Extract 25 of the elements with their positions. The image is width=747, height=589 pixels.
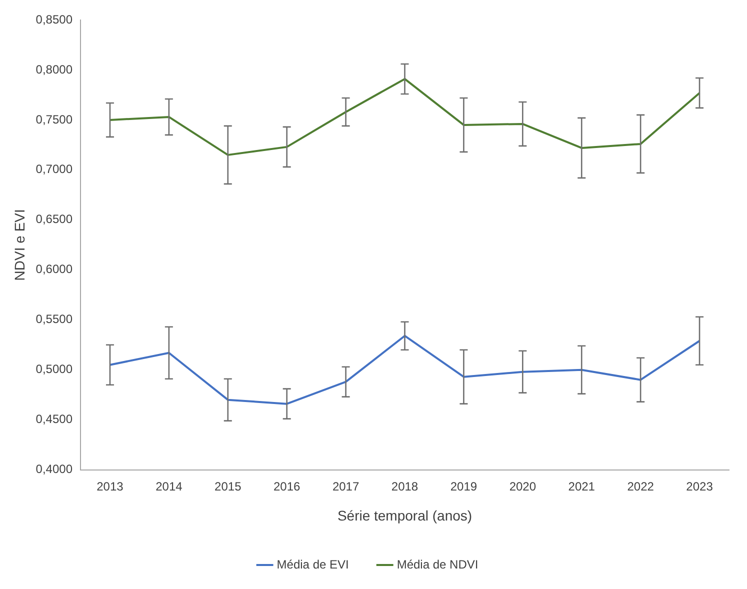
y-tick-label: 0,8000 <box>36 62 73 76</box>
x-tick-label: 2013 <box>96 479 124 494</box>
x-tick-label: 2020 <box>509 479 536 494</box>
x-tick-label: 2018 <box>391 479 418 494</box>
x-tick-label: 2019 <box>450 479 478 494</box>
x-axis-title: Série temporal (anos) <box>337 507 472 524</box>
y-tick-label: 0,5500 <box>36 312 73 326</box>
x-tick-label: 2022 <box>627 479 654 494</box>
y-tick-label: 0,8500 <box>36 12 73 26</box>
legend-label: Média de NDVI <box>396 557 478 572</box>
x-tick-label: 2016 <box>273 479 301 494</box>
y-tick-label: 0,4500 <box>36 412 73 426</box>
x-tick-label: 2017 <box>332 479 360 494</box>
x-tick-label: 2021 <box>568 479 596 494</box>
y-tick-label: 0,4000 <box>36 462 73 476</box>
y-tick-label: 0,6000 <box>36 262 73 276</box>
x-tick-label: 2015 <box>214 479 242 494</box>
x-tick-label: 2023 <box>686 479 714 494</box>
y-tick-label: 0,5000 <box>36 362 73 376</box>
y-tick-label: 0,6500 <box>36 212 73 226</box>
y-tick-label: 0,7500 <box>36 112 73 126</box>
y-axis-title: NDVI e EVI <box>11 209 28 281</box>
y-tick-label: 0,7000 <box>36 162 73 176</box>
legend-label: Média de EVI <box>276 557 349 572</box>
x-tick-label: 2014 <box>156 479 183 494</box>
